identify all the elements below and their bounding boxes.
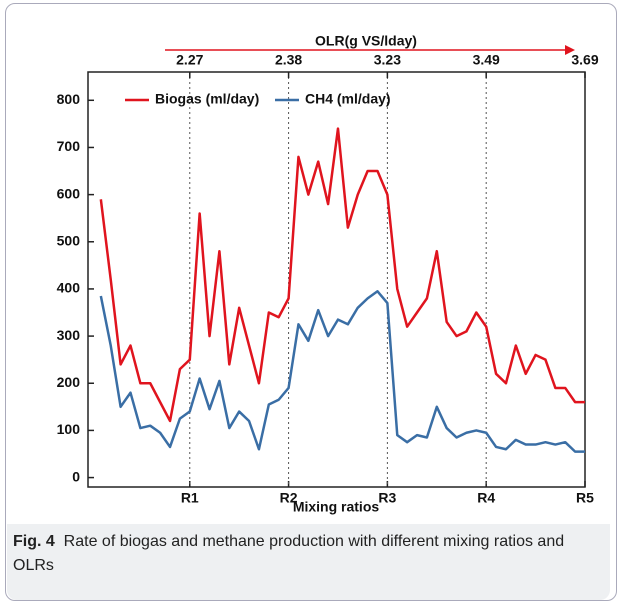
x-tick-label: R4 (477, 490, 495, 506)
olr-arrowhead (565, 45, 575, 55)
y-tick-label: 100 (57, 421, 81, 437)
legend-label: Biogas (ml/day) (155, 91, 259, 107)
caption-text: Rate of biogas and methane production wi… (13, 533, 565, 574)
x-tick-label: R1 (181, 490, 199, 506)
x2-tick-label: 2.38 (275, 52, 302, 68)
y-tick-label: 0 (72, 468, 80, 484)
y-tick-label: 300 (57, 327, 81, 343)
y-tick-label: 400 (57, 280, 81, 296)
plot-frame (87, 71, 586, 488)
x-tick-label: R2 (280, 490, 298, 506)
x2-tick-label: 2.27 (176, 52, 203, 68)
x2-tick-label: 3.69 (571, 52, 598, 68)
y-tick-label: 600 (57, 185, 81, 201)
y-tick-label: 500 (57, 232, 81, 248)
figure-frame (5, 3, 617, 601)
x-tick-label: R5 (576, 490, 594, 506)
series-line (99, 127, 585, 423)
caption: Fig. 4 Rate of biogas and methane produc… (7, 524, 610, 600)
y-tick-label: 200 (57, 374, 81, 390)
y-tick-label: 700 (57, 138, 81, 154)
legend-label: CH4 (ml/day) (305, 91, 391, 107)
series-line (99, 290, 585, 453)
caption-label: Fig. 4 (13, 533, 55, 550)
chart: Mixing ratios OLR(g VS/lday) 0 100 200 300 4… (57, 33, 599, 515)
x2-axis-label: OLR(g VS/lday) (315, 33, 417, 49)
x2-tick-label: 3.49 (473, 52, 500, 68)
x-axis-label: Mixing ratios (293, 499, 380, 515)
x-tick-label: R3 (378, 490, 396, 506)
x2-tick-label: 3.23 (374, 52, 401, 68)
y-tick-label: 800 (57, 91, 81, 107)
